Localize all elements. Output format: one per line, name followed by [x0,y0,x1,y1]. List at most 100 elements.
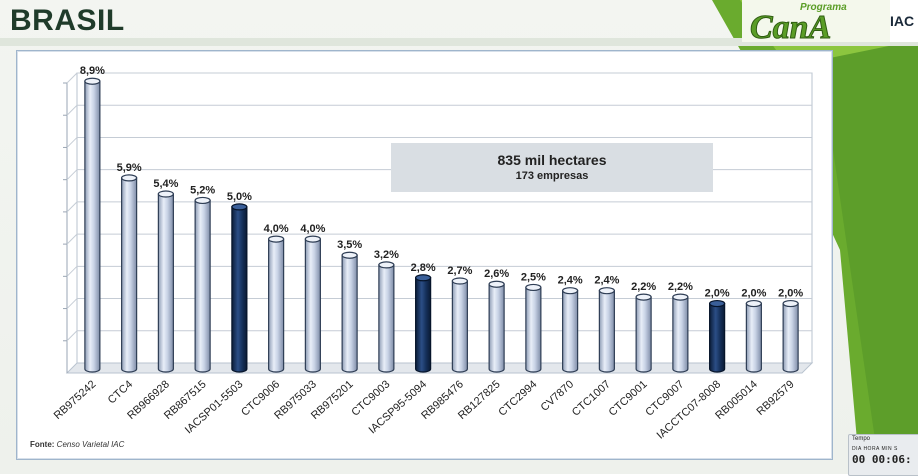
logo-main-text: CanA [750,9,831,42]
source-note: Fonte: Censo Varietal IAC [30,440,124,449]
category-label: RB975242 [52,378,99,422]
data-label: 2,8% [411,262,436,274]
gridline-side [66,72,78,84]
data-label: 2,4% [558,275,583,287]
bar-14 [562,287,579,373]
bar-cap [451,277,468,285]
category-label: CTC2994 [496,378,539,418]
data-label: 2,0% [741,288,766,300]
bar-cap [745,299,762,308]
logo-small-text: Programa [800,2,847,13]
bar-body [341,254,358,373]
category-label: CTC1007 [570,378,613,418]
gridline-side [66,233,78,245]
bar-body [268,238,285,373]
bar-12 [488,280,505,373]
data-label: 2,7% [447,265,472,277]
bar-body [745,302,762,373]
bar-cap [598,287,615,295]
category-label: CTC4 [106,378,135,406]
bar-body [782,302,799,373]
timer-value: 00 00:06: [852,453,912,466]
bar-cap [157,190,174,198]
bar-17 [672,293,689,373]
bar-19 [745,299,762,373]
bar-20 [782,299,799,373]
gridline-side [66,330,78,342]
bar-cap [194,196,211,205]
data-label: 5,4% [153,178,178,190]
bar-16 [635,293,652,373]
bar-body [709,302,726,373]
timer-title: Tempo [852,436,871,442]
bar-10 [415,274,432,373]
bar-cap [378,261,395,269]
bar-body [415,277,432,373]
bar-body [562,290,579,373]
bar-cap [782,299,799,308]
bar-cap [415,274,432,282]
bar-cap [121,174,138,182]
bar-cap [635,293,652,301]
bar-cap [562,287,579,295]
bar-3 [157,190,174,373]
bar-chart: 8,9%RB9752425,9%CTC45,4%RB9669285,2%RB86… [52,65,814,442]
bar-1 [84,77,101,373]
bar-7 [304,235,321,373]
bar-body [488,283,505,373]
bar-body [194,199,211,373]
gridline-side [66,298,78,309]
bar-body [635,296,652,373]
plot-back-wall [76,72,813,364]
bar-13 [525,283,542,373]
page-title: BRASIL [10,4,125,37]
bar-8 [341,251,358,373]
gridline-side [66,104,78,116]
bar-11 [451,277,468,373]
bar-9 [378,261,395,373]
bar-4 [194,196,211,373]
data-label: 2,2% [631,281,656,293]
info-empresas: 173 empresas [515,170,589,182]
bar-body [378,264,395,373]
bar-body [525,286,542,373]
data-label: 2,5% [521,271,546,283]
programa-cana-logo: Programa CanA IAC [742,0,918,42]
info-hectares: 835 mil hectares [497,152,607,168]
category-label: IACCTC07-8008 [655,378,723,441]
gridline-side [66,201,78,213]
bar-2 [121,174,138,373]
gridline-side [66,169,78,181]
bar-cap [231,203,248,211]
data-label: 4,0% [300,223,325,235]
source-value: Censo Varietal IAC [56,440,125,449]
bar-body [672,296,689,373]
category-label: RB92579 [755,378,797,418]
info-box: 835 mil hectares 173 empresas [391,143,713,192]
category-label: CTC9001 [607,378,650,418]
data-label: 2,0% [705,288,730,300]
bar-15 [598,287,615,373]
bar-body [84,80,101,373]
data-label: 2,0% [778,288,803,300]
data-label: 4,0% [264,223,289,235]
gridline-side [66,137,78,148]
data-label: 5,2% [190,184,215,196]
bar-cap [525,283,542,292]
bar-cap [84,77,101,85]
bar-cap [304,235,321,243]
gridline-side [66,265,78,277]
chart-panel: 8,9% RB975242 5,9% CTC4 5,4% RB966928 5,2% RB86… [16,50,833,460]
bar-5 [231,203,248,373]
logo-side-text: IAC [890,13,914,29]
data-label: 2,4% [594,275,619,287]
data-label: 3,5% [337,239,362,251]
data-label: 3,2% [374,249,399,261]
data-label: 2,6% [484,268,509,280]
bar-body [451,280,468,373]
bar-body [121,177,138,373]
bar-6 [268,235,285,373]
data-label: 2,2% [668,281,693,293]
plot-floor [65,362,814,374]
